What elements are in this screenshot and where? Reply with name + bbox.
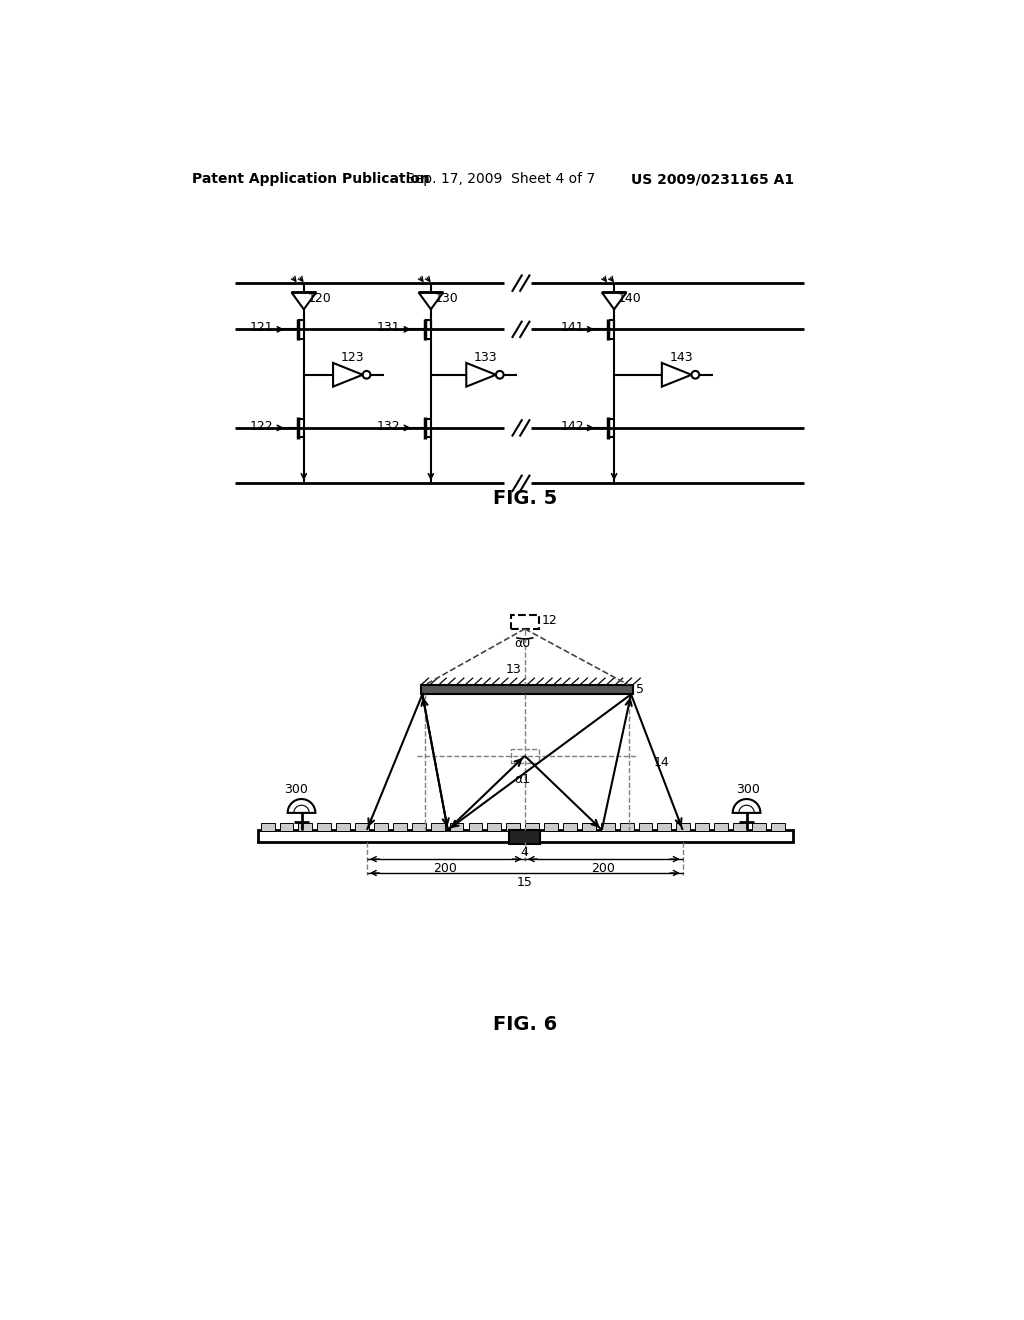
Polygon shape [733, 799, 761, 813]
Bar [469, 822, 482, 830]
Bar [280, 822, 294, 830]
Bar [421, 685, 633, 694]
FancyBboxPatch shape [511, 615, 539, 628]
Text: FIG. 6: FIG. 6 [493, 1015, 557, 1034]
Bar [258, 830, 793, 842]
Bar [336, 822, 350, 830]
Bar [450, 822, 464, 830]
Text: 13: 13 [506, 663, 521, 676]
Bar [298, 822, 312, 830]
Bar [582, 822, 596, 830]
Bar [544, 822, 558, 830]
Polygon shape [288, 799, 315, 813]
Bar [506, 822, 520, 830]
Bar [695, 822, 709, 830]
Text: 300: 300 [285, 783, 308, 796]
Bar [620, 822, 634, 830]
Bar [714, 822, 728, 830]
Bar [509, 830, 541, 843]
Bar [487, 822, 502, 830]
Text: Sep. 17, 2009  Sheet 4 of 7: Sep. 17, 2009 Sheet 4 of 7 [407, 172, 596, 186]
Text: 140: 140 [617, 292, 642, 305]
Bar [657, 822, 672, 830]
Bar [261, 822, 274, 830]
Text: α1: α1 [514, 772, 530, 785]
Text: 132: 132 [377, 420, 400, 433]
Text: 143: 143 [670, 351, 693, 364]
Bar [431, 822, 444, 830]
FancyBboxPatch shape [511, 748, 539, 763]
Bar [412, 822, 426, 830]
Text: α0: α0 [514, 638, 530, 649]
Text: 142: 142 [560, 420, 584, 433]
Bar [563, 822, 577, 830]
Text: 300: 300 [736, 783, 760, 796]
Text: 4: 4 [521, 846, 528, 859]
Text: 200: 200 [592, 862, 615, 875]
Bar [601, 822, 614, 830]
Text: 133: 133 [474, 351, 498, 364]
Bar [771, 822, 784, 830]
Text: 130: 130 [435, 292, 459, 305]
Bar [393, 822, 407, 830]
Bar [639, 822, 652, 830]
Text: 15: 15 [517, 875, 532, 888]
Text: FIG. 5: FIG. 5 [493, 490, 557, 508]
Text: 200: 200 [433, 862, 458, 875]
Text: 121: 121 [250, 321, 273, 334]
Text: 131: 131 [377, 321, 400, 334]
Text: Patent Application Publication: Patent Application Publication [193, 172, 430, 186]
Bar [733, 822, 746, 830]
Bar [355, 822, 369, 830]
Bar [676, 822, 690, 830]
Bar [525, 822, 539, 830]
Text: 123: 123 [341, 351, 365, 364]
Text: 141: 141 [560, 321, 584, 334]
Text: 122: 122 [250, 420, 273, 433]
Text: US 2009/0231165 A1: US 2009/0231165 A1 [631, 172, 795, 186]
Bar [374, 822, 388, 830]
Text: 120: 120 [307, 292, 332, 305]
Bar [317, 822, 331, 830]
Bar [752, 822, 766, 830]
Text: 5: 5 [636, 684, 644, 696]
Text: 12: 12 [542, 614, 557, 627]
Text: 14: 14 [654, 755, 670, 768]
